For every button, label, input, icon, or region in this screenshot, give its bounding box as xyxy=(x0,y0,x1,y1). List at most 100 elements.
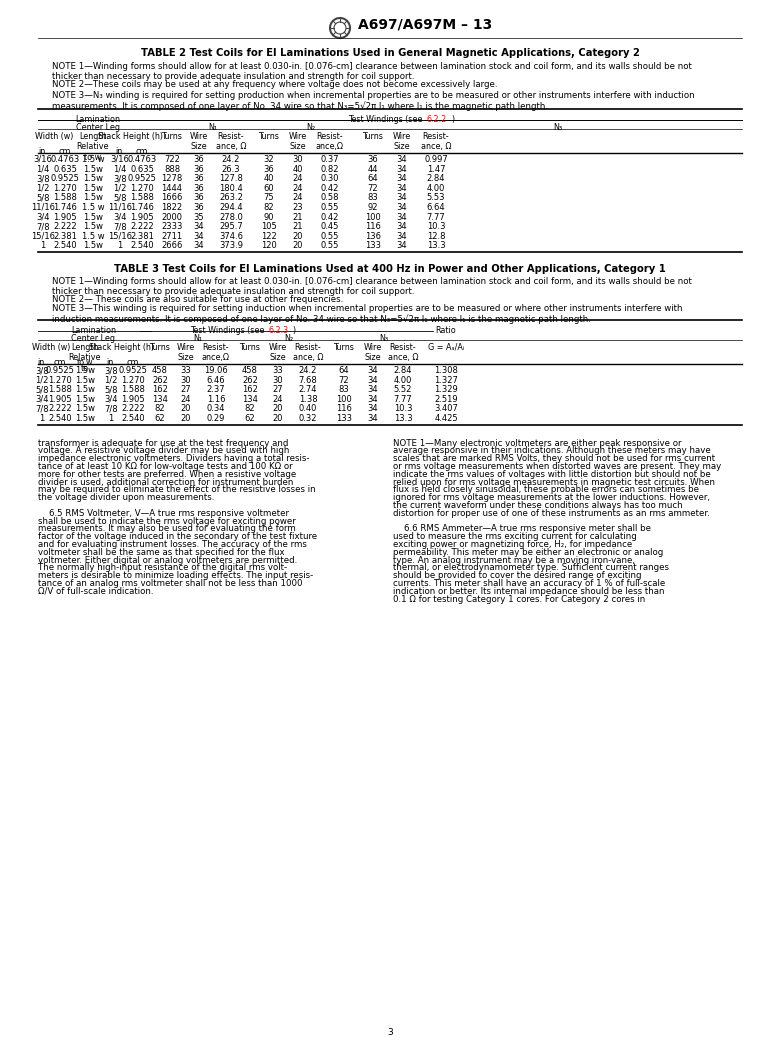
Text: 136: 136 xyxy=(365,232,381,240)
Text: cm: cm xyxy=(54,358,66,367)
Text: 75: 75 xyxy=(264,194,275,202)
Text: A697/A697M – 13: A697/A697M – 13 xyxy=(358,18,492,32)
Text: 1.5w: 1.5w xyxy=(75,414,95,423)
Text: 5.53: 5.53 xyxy=(427,194,445,202)
Text: 105: 105 xyxy=(261,222,277,231)
Text: 1.270: 1.270 xyxy=(121,376,145,384)
Text: 24: 24 xyxy=(273,395,283,404)
Text: 3: 3 xyxy=(387,1029,393,1037)
Text: 0.4763: 0.4763 xyxy=(51,155,79,164)
Text: 24.2: 24.2 xyxy=(299,366,317,375)
Text: Wire
Size: Wire Size xyxy=(364,342,382,362)
Text: 30: 30 xyxy=(293,155,303,164)
Text: voltmeter. Either digital or analog voltmeters are permitted.: voltmeter. Either digital or analog volt… xyxy=(38,556,297,564)
Text: 134: 134 xyxy=(242,395,258,404)
Text: more for other tests are preferred. When a resistive voltage: more for other tests are preferred. When… xyxy=(38,469,296,479)
Text: Turns: Turns xyxy=(149,342,170,352)
Text: Width (w): Width (w) xyxy=(35,132,73,141)
Text: 2.222: 2.222 xyxy=(130,222,154,231)
Text: 2.84: 2.84 xyxy=(394,366,412,375)
Text: 0.997: 0.997 xyxy=(424,155,448,164)
Text: may be required to eliminate the effect of the resistive losses in: may be required to eliminate the effect … xyxy=(38,485,316,494)
Text: TABLE 2 Test Coils for EI Laminations Used in General Magnetic Applications, Cat: TABLE 2 Test Coils for EI Laminations Us… xyxy=(141,48,640,58)
Text: 0.32: 0.32 xyxy=(299,414,317,423)
Text: Center Leg: Center Leg xyxy=(76,123,120,132)
Text: 34: 34 xyxy=(397,232,408,240)
Text: Wire
Size: Wire Size xyxy=(269,342,287,362)
Text: in.: in. xyxy=(115,147,125,156)
Text: G = Aₐ/Aᵢ: G = Aₐ/Aᵢ xyxy=(428,342,464,352)
Text: 36: 36 xyxy=(264,164,275,174)
Text: NOTE 3—This winding is required for setting induction when incremental propertie: NOTE 3—This winding is required for sett… xyxy=(52,304,682,324)
Text: 0.82: 0.82 xyxy=(321,164,339,174)
Text: 1.746: 1.746 xyxy=(130,203,154,212)
Text: 6.6 RMS Ammeter—A true rms responsive meter shall be: 6.6 RMS Ammeter—A true rms responsive me… xyxy=(393,525,651,533)
Text: 1666: 1666 xyxy=(161,194,183,202)
Text: cm: cm xyxy=(127,358,139,367)
Text: Resist-
ance, Ω: Resist- ance, Ω xyxy=(387,342,419,362)
Text: 34: 34 xyxy=(397,184,408,193)
Text: 458: 458 xyxy=(242,366,258,375)
Text: scales that are marked RMS Volts, they should not be used for rms current: scales that are marked RMS Volts, they s… xyxy=(393,454,715,463)
Text: 2.519: 2.519 xyxy=(434,395,457,404)
Text: 1.38: 1.38 xyxy=(299,395,317,404)
Text: to: to xyxy=(77,358,85,367)
Text: N₃: N₃ xyxy=(553,123,562,132)
Text: 24: 24 xyxy=(293,174,303,183)
Text: 1.905: 1.905 xyxy=(121,395,145,404)
Text: flux is held closely sinusoidal, these probable errors can sometimes be: flux is held closely sinusoidal, these p… xyxy=(393,485,699,494)
Text: 1: 1 xyxy=(108,414,114,423)
Text: 34: 34 xyxy=(397,222,408,231)
Text: 1.588: 1.588 xyxy=(121,385,145,395)
Text: 3/16: 3/16 xyxy=(33,155,52,164)
Text: 3/8: 3/8 xyxy=(35,366,49,375)
Text: 0.9525: 0.9525 xyxy=(118,366,148,375)
Text: 1.329: 1.329 xyxy=(434,385,458,395)
Text: 7.68: 7.68 xyxy=(299,376,317,384)
Text: 21: 21 xyxy=(293,212,303,222)
Text: 11/16: 11/16 xyxy=(31,203,55,212)
Text: 34: 34 xyxy=(194,242,205,251)
Text: 162: 162 xyxy=(152,385,168,395)
Text: 27: 27 xyxy=(272,385,283,395)
Text: 2.540: 2.540 xyxy=(53,242,77,251)
Text: ): ) xyxy=(293,326,296,335)
Text: meters is desirable to minimize loading effects. The input resis-: meters is desirable to minimize loading … xyxy=(38,572,314,580)
Text: 458: 458 xyxy=(152,366,168,375)
Text: 888: 888 xyxy=(164,164,180,174)
Text: Wire
Size: Wire Size xyxy=(289,132,307,151)
Text: 7/8: 7/8 xyxy=(104,404,117,413)
Text: 5.52: 5.52 xyxy=(394,385,412,395)
Text: 1.5w: 1.5w xyxy=(83,184,103,193)
Text: 1: 1 xyxy=(40,414,44,423)
Text: 6.2.2: 6.2.2 xyxy=(427,115,447,124)
Text: Width (w): Width (w) xyxy=(32,342,70,352)
Text: NOTE 1—Winding forms should allow for at least 0.030-in. [0.076-cm] clearance be: NOTE 1—Winding forms should allow for at… xyxy=(52,62,692,81)
Text: 1/2: 1/2 xyxy=(35,376,49,384)
Text: 26.3: 26.3 xyxy=(222,164,240,174)
Text: 0.1 Ω for testing Category 1 cores. For Category 2 cores in: 0.1 Ω for testing Category 1 cores. For … xyxy=(393,594,645,604)
Text: Turns: Turns xyxy=(258,132,279,141)
Text: Resist-
ance, Ω: Resist- ance, Ω xyxy=(421,132,451,151)
Text: 3/8: 3/8 xyxy=(104,366,117,375)
Text: 30: 30 xyxy=(272,376,283,384)
Text: 1: 1 xyxy=(117,242,123,251)
Text: 4.00: 4.00 xyxy=(394,376,412,384)
Text: 20: 20 xyxy=(293,242,303,251)
Text: Stack Height (h): Stack Height (h) xyxy=(89,342,155,352)
Text: 36: 36 xyxy=(368,155,378,164)
Text: NOTE 1—Winding forms should allow for at least 0.030-in. [0.076-cm] clearance be: NOTE 1—Winding forms should allow for at… xyxy=(52,277,692,297)
Text: indication or better. Its internal impedance should be less than: indication or better. Its internal imped… xyxy=(393,587,664,595)
Text: N₃: N₃ xyxy=(379,334,388,342)
Text: 0.37: 0.37 xyxy=(321,155,339,164)
Text: 3/8: 3/8 xyxy=(37,174,50,183)
Text: 0.34: 0.34 xyxy=(207,404,226,413)
Text: 1/4: 1/4 xyxy=(114,164,127,174)
Text: NOTE 2—These coils may be used at any frequency where voltage does not become ex: NOTE 2—These coils may be used at any fr… xyxy=(52,80,497,88)
Text: 11/16: 11/16 xyxy=(108,203,132,212)
Text: 0.42: 0.42 xyxy=(321,212,339,222)
Text: 3/4: 3/4 xyxy=(114,212,127,222)
Text: 1/2: 1/2 xyxy=(37,184,50,193)
Text: w: w xyxy=(86,358,93,367)
Text: NOTE 1—Many electronic voltmeters are either peak responsive or: NOTE 1—Many electronic voltmeters are ei… xyxy=(393,438,682,448)
